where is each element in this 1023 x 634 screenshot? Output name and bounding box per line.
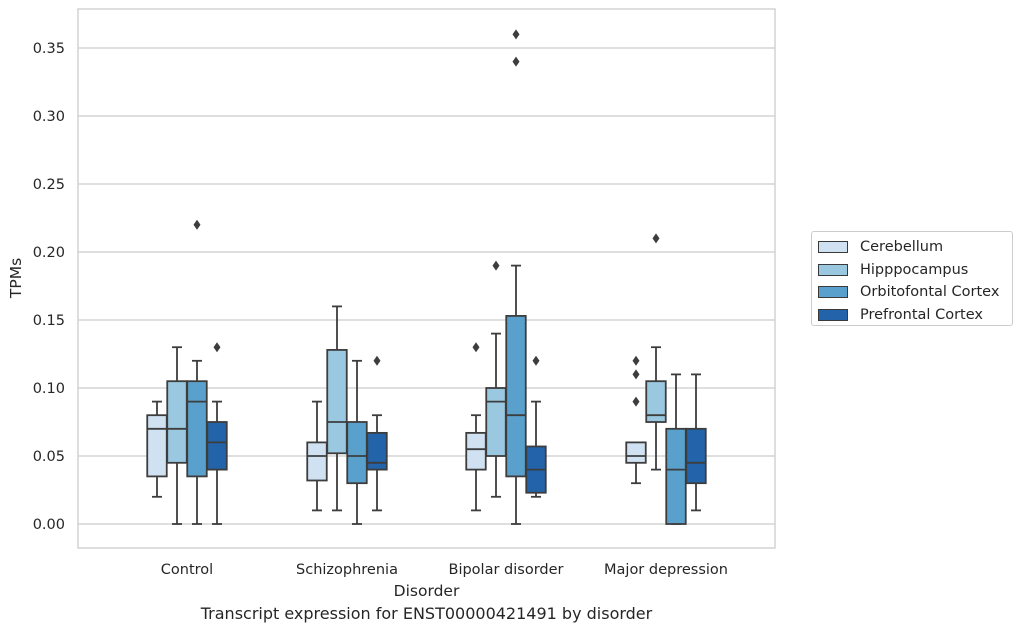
outlier-point (532, 355, 540, 366)
outlier-point (632, 396, 640, 407)
box-series (146, 29, 707, 525)
outlier-point (652, 233, 660, 244)
legend-swatch (818, 286, 848, 299)
legend-swatch (818, 263, 848, 276)
outlier-point (512, 56, 520, 67)
box-orbitofontal-cortex (665, 373, 687, 525)
box-body (505, 315, 527, 478)
x-tick-label: Bipolar disorder (449, 562, 564, 578)
y-tick-label: 0.00 (33, 517, 65, 533)
x-tick-label: Schizophrenia (296, 562, 398, 578)
box-hipppocampus (166, 346, 188, 525)
box-body (306, 441, 328, 482)
y-axis-ticks: 0.00 0.05 0.10 0.15 0.20 0.25 0.30 0.35 (33, 41, 65, 533)
legend-item: Hipppocampus (818, 259, 1012, 282)
y-tick-label: 0.05 (33, 449, 65, 465)
box-orbitofontal-cortex (505, 29, 527, 525)
box-body (146, 414, 168, 478)
box-prefrontal-cortex (685, 373, 707, 512)
y-axis-label: TPMs (7, 258, 25, 299)
legend: Cerebellum Hipppocampus Orbitofontal Corte… (811, 231, 1013, 326)
outlier-point (373, 355, 381, 366)
box-cerebellum (625, 355, 647, 485)
legend-label: Cerebellum (860, 239, 944, 256)
box-prefrontal-cortex (525, 355, 547, 498)
outlier-point (632, 355, 640, 366)
legend-swatch (818, 309, 848, 322)
box-body (166, 380, 188, 464)
legend-item: Prefrontal Cortex (818, 304, 1012, 327)
box-prefrontal-cortex (206, 342, 228, 525)
y-tick-label: 0.20 (33, 245, 65, 261)
x-axis-ticks: Control Schizophrenia Bipolar disorder Majo… (161, 562, 728, 578)
box-body (366, 431, 388, 471)
box-orbitofontal-cortex (186, 219, 208, 525)
box-body (206, 421, 228, 471)
box-prefrontal-cortex (366, 355, 388, 512)
box-cerebellum (306, 400, 328, 512)
outlier-point (632, 369, 640, 380)
outlier-point (492, 260, 500, 271)
legend-label: Hipppocampus (860, 261, 969, 278)
box-body (186, 380, 208, 478)
box-cerebellum (465, 342, 487, 512)
chart-caption: Transcript expression for ENST0000042149… (200, 604, 653, 623)
y-tick-label: 0.15 (33, 313, 65, 329)
box-cerebellum (146, 400, 168, 498)
legend-label: Prefrontal Cortex (860, 307, 983, 324)
box-body (665, 427, 687, 525)
y-tick-label: 0.30 (33, 109, 65, 125)
outlier-point (213, 342, 221, 353)
box-body (465, 431, 487, 471)
legend-label: Orbitofontal Cortex (860, 284, 1000, 301)
legend-item: Orbitofontal Cortex (818, 281, 1012, 304)
plot-area-border (77, 8, 776, 549)
x-axis-label: Disorder (394, 582, 460, 600)
box-body (645, 380, 667, 423)
outlier-point (512, 29, 520, 40)
box-orbitofontal-cortex (346, 359, 368, 525)
box-hipppocampus (645, 233, 667, 471)
box-hipppocampus (485, 260, 507, 498)
box-body (685, 427, 707, 485)
outlier-point (472, 342, 480, 353)
legend-item: Cerebellum (818, 236, 1012, 259)
box-body (485, 387, 507, 457)
box-body (625, 441, 647, 464)
x-tick-label: Major depression (604, 562, 728, 578)
box-hipppocampus (326, 305, 348, 512)
y-tick-label: 0.10 (33, 381, 65, 397)
box-body (326, 349, 348, 455)
outlier-point (193, 219, 201, 230)
legend-swatch (818, 241, 848, 254)
y-tick-label: 0.35 (33, 41, 65, 57)
box-body (346, 421, 368, 485)
y-tick-label: 0.25 (33, 177, 65, 193)
x-tick-label: Control (161, 562, 213, 578)
